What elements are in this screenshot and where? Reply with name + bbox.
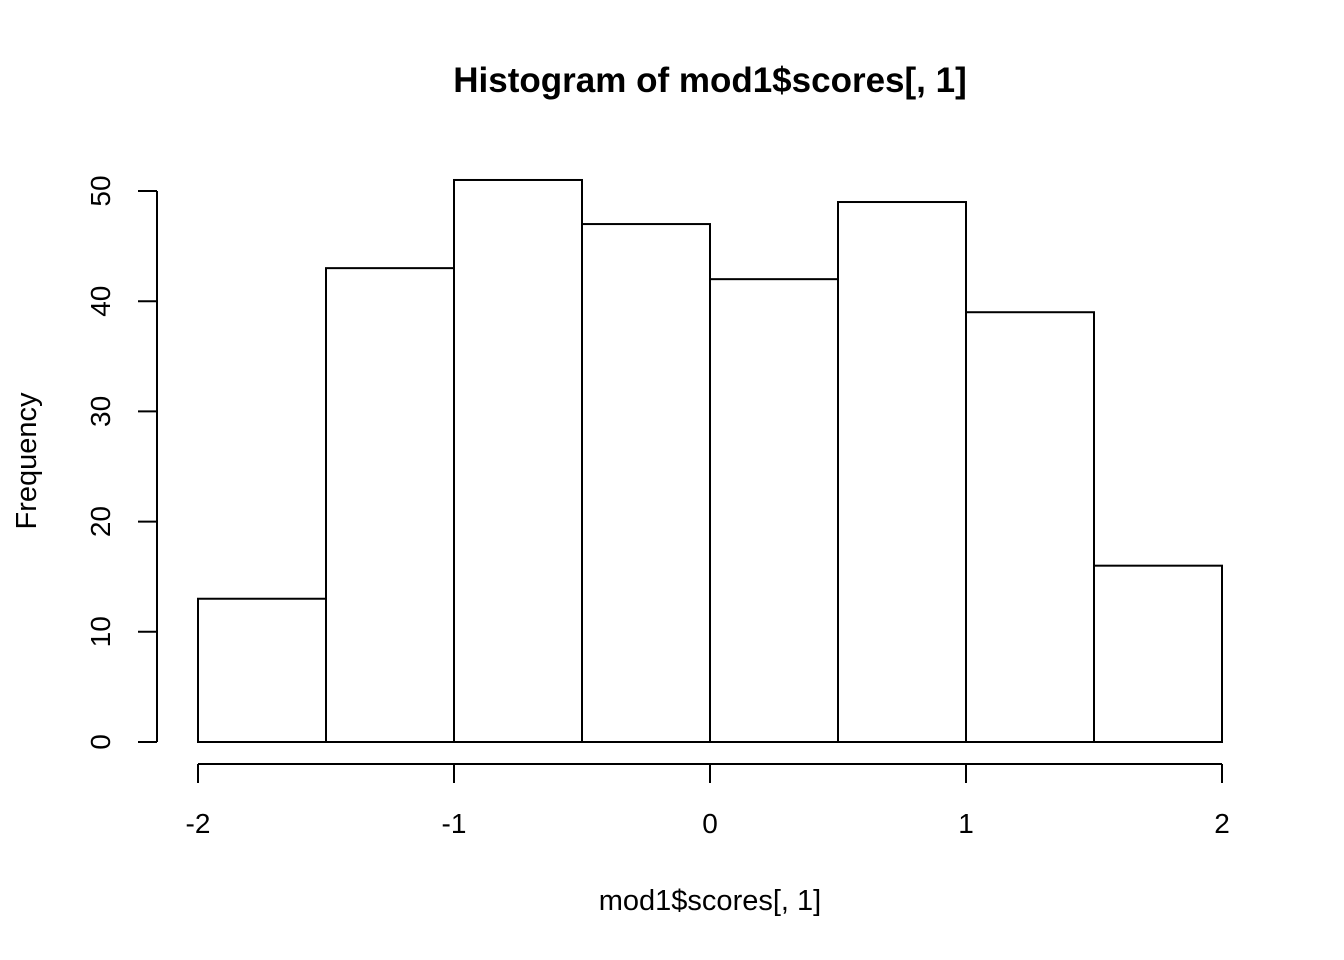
x-tick-label-4: 2 (1214, 808, 1230, 839)
x-axis-label: mod1$scores[, 1] (599, 885, 821, 917)
x-axis: -2 -1 0 1 2 (186, 763, 1230, 839)
y-tick-label-0: 0 (85, 734, 116, 750)
y-tick-label-4: 40 (85, 286, 116, 317)
x-tick-label-2: 0 (702, 808, 718, 839)
chart-title: Histogram of mod1$scores[, 1] (453, 61, 966, 100)
y-tick-label-5: 50 (85, 175, 116, 206)
bars-group (197, 178, 1223, 744)
x-tick-label-0: -2 (186, 808, 211, 839)
histogram-bar-3 (581, 223, 711, 743)
y-tick-label-2: 20 (85, 506, 116, 537)
histogram-bar-4 (709, 278, 839, 743)
y-tick-label-1: 10 (85, 616, 116, 647)
x-tick-label-1: -1 (442, 808, 467, 839)
y-tick-label-3: 30 (85, 396, 116, 427)
histogram-bar-5 (837, 201, 967, 743)
histogram-bar-7 (1093, 564, 1223, 743)
histogram-bar-0 (197, 597, 327, 743)
histogram-bar-2 (453, 178, 583, 744)
histogram-bar-6 (965, 311, 1095, 743)
y-axis-label: Frequency (11, 392, 43, 530)
histogram-bar-1 (325, 267, 455, 743)
x-tick-label-3: 1 (958, 808, 974, 839)
y-axis: 0 10 20 30 40 50 (85, 175, 158, 750)
